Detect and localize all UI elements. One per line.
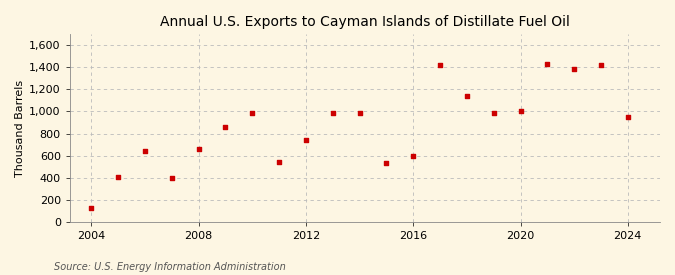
Point — [569, 66, 580, 71]
Point — [140, 149, 151, 153]
Point — [300, 138, 311, 142]
Text: Source: U.S. Energy Information Administration: Source: U.S. Energy Information Administ… — [54, 262, 286, 272]
Point — [327, 110, 338, 115]
Point — [622, 115, 633, 119]
Point — [515, 109, 526, 114]
Point — [435, 63, 446, 67]
Y-axis label: Thousand Barrels: Thousand Barrels — [15, 79, 25, 177]
Point — [595, 63, 606, 67]
Point — [86, 206, 97, 211]
Point — [247, 110, 258, 115]
Point — [193, 147, 204, 151]
Point — [488, 110, 499, 115]
Point — [354, 110, 365, 115]
Point — [381, 161, 392, 166]
Point — [542, 62, 553, 66]
Point — [273, 160, 284, 164]
Title: Annual U.S. Exports to Cayman Islands of Distillate Fuel Oil: Annual U.S. Exports to Cayman Islands of… — [160, 15, 570, 29]
Point — [113, 174, 124, 179]
Point — [408, 153, 418, 158]
Point — [462, 94, 472, 98]
Point — [166, 175, 177, 180]
Point — [220, 125, 231, 129]
